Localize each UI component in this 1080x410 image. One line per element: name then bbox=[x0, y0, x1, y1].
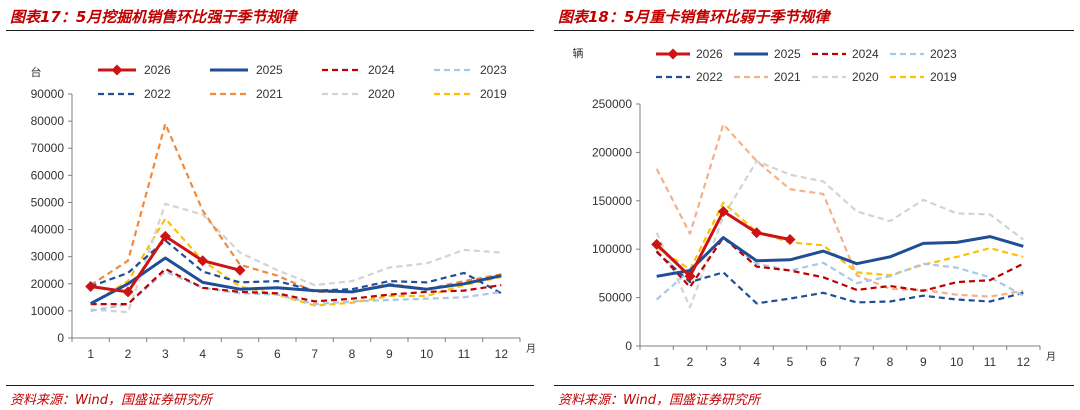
x-tick-label: 3 bbox=[720, 355, 727, 369]
legend-label-2022: 2022 bbox=[696, 70, 723, 84]
x-tick-label: 12 bbox=[1017, 355, 1031, 369]
x-tick-label: 4 bbox=[199, 347, 206, 361]
legend-label-2020: 2020 bbox=[852, 70, 879, 84]
series-line-2021 bbox=[90, 122, 502, 293]
legend-label-2021: 2021 bbox=[256, 87, 283, 101]
title-rule bbox=[554, 30, 1074, 31]
x-tick-label: 5 bbox=[787, 355, 794, 369]
legend-label-2023: 2023 bbox=[930, 47, 957, 61]
x-tick-label: 4 bbox=[753, 355, 760, 369]
legend-label-2022: 2022 bbox=[144, 87, 171, 101]
x-tick-label: 7 bbox=[853, 355, 860, 369]
figure-source: 资料来源：Wind，国盛证券研究所 bbox=[558, 393, 760, 408]
legend-label-2019: 2019 bbox=[480, 87, 507, 101]
y-tick-label: 30000 bbox=[31, 250, 65, 264]
x-tick-label: 8 bbox=[887, 355, 894, 369]
data-point-2026-m1 bbox=[85, 280, 97, 292]
y-tick-label: 100000 bbox=[592, 242, 632, 256]
x-tick-label: 1 bbox=[87, 347, 94, 361]
figure-left: 图表17：5月挖掘机销售环比强于季节规律 0 10000 20000 30000 400… bbox=[6, 8, 537, 408]
excavator-sales-chart: 0 10000 20000 30000 40000 50000 60000 70000 8000… bbox=[31, 63, 537, 361]
x-tick-label: 12 bbox=[495, 347, 509, 361]
source-rule bbox=[554, 385, 1074, 386]
data-point-2026-m3 bbox=[717, 205, 729, 217]
y-tick-label: 0 bbox=[625, 339, 632, 353]
series-line-2019 bbox=[656, 201, 1024, 277]
y-tick-label: 150000 bbox=[592, 194, 632, 208]
x-tick-label: 8 bbox=[349, 347, 356, 361]
y-axis-label: 辆 bbox=[573, 46, 584, 60]
y-tick-label: 70000 bbox=[31, 141, 65, 155]
data-point-2026-m2 bbox=[122, 286, 134, 298]
legend-label-2019: 2019 bbox=[930, 70, 957, 84]
series-line-2024 bbox=[655, 236, 1024, 292]
x-tick-label: 5 bbox=[237, 347, 244, 361]
x-tick-label: 6 bbox=[274, 347, 281, 361]
y-tick-label: 40000 bbox=[31, 223, 65, 237]
x-tick-label: 9 bbox=[386, 347, 393, 361]
legend-label-2020: 2020 bbox=[368, 87, 395, 101]
x-tick-label: 2 bbox=[687, 355, 694, 369]
series-line-2021 bbox=[655, 123, 1024, 298]
x-unit-label: 月 bbox=[526, 343, 536, 355]
y-tick-label: 90000 bbox=[31, 87, 65, 101]
y-tick-label: 50000 bbox=[599, 291, 633, 305]
x-tick-label: 1 bbox=[653, 355, 660, 369]
y-axis-label: 台 bbox=[31, 65, 42, 79]
y-tick-label: 0 bbox=[57, 331, 64, 345]
source-rule bbox=[6, 385, 534, 386]
data-point-2026-m3 bbox=[159, 230, 171, 242]
series-line-2022 bbox=[655, 251, 1024, 305]
legend-label-2026: 2026 bbox=[144, 63, 171, 77]
legend-label-2023: 2023 bbox=[480, 63, 507, 77]
legend-label-2025: 2025 bbox=[256, 63, 283, 77]
legend-marker-2026 bbox=[667, 48, 679, 60]
y-tick-label: 80000 bbox=[31, 114, 65, 128]
series-line-2024 bbox=[90, 267, 502, 306]
legend-label-2024: 2024 bbox=[368, 63, 395, 77]
figure-title: 图表18：5月重卡销售环比弱于季节规律 bbox=[558, 8, 830, 26]
x-tick-label: 3 bbox=[162, 347, 169, 361]
y-tick-label: 250000 bbox=[592, 97, 632, 111]
series-line-2025 bbox=[656, 235, 1024, 278]
figure-right: 图表18：5月重卡销售环比弱于季节规律 0 50000 100000 150000 20… bbox=[548, 0, 1080, 410]
y-tick-label: 200000 bbox=[592, 145, 632, 159]
data-point-2026-m5 bbox=[234, 264, 246, 276]
series-line-2025 bbox=[89, 256, 502, 305]
legend-label-2024: 2024 bbox=[852, 47, 879, 61]
legend-label-2025: 2025 bbox=[774, 47, 801, 61]
x-tick-label: 11 bbox=[458, 347, 471, 361]
data-point-2026-m1 bbox=[651, 238, 663, 250]
y-tick-label: 20000 bbox=[31, 277, 65, 291]
x-tick-label: 2 bbox=[125, 347, 132, 361]
y-tick-label: 10000 bbox=[31, 304, 65, 318]
legend-marker-2026 bbox=[111, 64, 123, 76]
x-tick-label: 10 bbox=[420, 347, 434, 361]
title-rule bbox=[6, 30, 534, 31]
y-tick-label: 50000 bbox=[31, 195, 65, 209]
figure-source: 资料来源：Wind，国盛证券研究所 bbox=[10, 393, 212, 408]
series-line-2023 bbox=[90, 270, 502, 312]
data-point-2026-m4 bbox=[197, 255, 209, 267]
figure-title: 图表17：5月挖掘机销售环比强于季节规律 bbox=[10, 8, 297, 26]
data-point-2026-m2 bbox=[684, 270, 696, 282]
y-tick-label: 60000 bbox=[31, 168, 65, 182]
x-tick-label: 7 bbox=[311, 347, 318, 361]
series-line-2026 bbox=[90, 234, 241, 294]
x-unit-label: 月 bbox=[1046, 351, 1056, 363]
legend-label-2021: 2021 bbox=[774, 70, 801, 84]
x-tick-label: 9 bbox=[920, 355, 927, 369]
legend-label-2026: 2026 bbox=[696, 47, 723, 61]
data-point-2026-m4 bbox=[751, 227, 763, 239]
x-tick-label: 10 bbox=[950, 355, 964, 369]
series-line-2019 bbox=[90, 217, 502, 307]
series-line-2020 bbox=[90, 202, 502, 314]
x-tick-label: 11 bbox=[984, 355, 997, 369]
x-tick-label: 6 bbox=[820, 355, 827, 369]
series-line-2026 bbox=[655, 209, 791, 278]
data-point-2026-m5 bbox=[784, 234, 796, 246]
series-line-2020 bbox=[655, 160, 1024, 309]
